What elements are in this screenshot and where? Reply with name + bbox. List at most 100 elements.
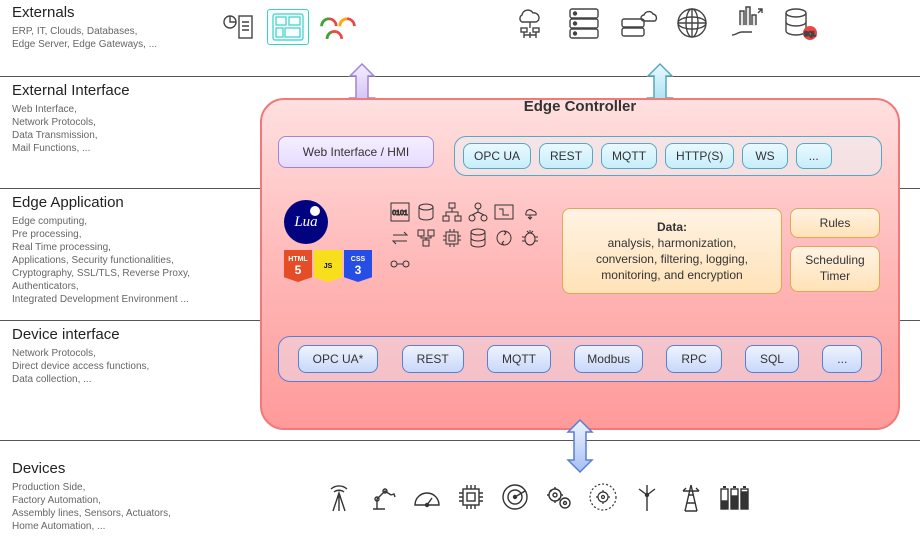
proto-label: REST — [550, 149, 582, 163]
proto-label: WS — [755, 149, 774, 163]
meter-icon — [410, 480, 444, 514]
layer-title: Device interface — [12, 326, 202, 343]
layer-title: Externals — [12, 4, 202, 21]
batteries-icon — [718, 480, 752, 514]
cpu-icon — [454, 480, 488, 514]
layer-title: Devices — [12, 460, 202, 477]
edge-controller-panel: Edge Controller Web Interface / HMI OPC … — [260, 98, 900, 430]
layer-externals: Externals ERP, IT, Clouds, Databases, Ed… — [12, 4, 202, 51]
rules-box: Rules — [790, 208, 880, 238]
server-rack-icon — [564, 6, 604, 40]
proto-label: OPC UA* — [313, 352, 364, 366]
css3-badge: CSS3 — [344, 250, 372, 282]
html5-badge: HTML5 — [284, 250, 312, 282]
power-tower-icon — [674, 480, 708, 514]
arrow-controller-to-devices — [560, 418, 594, 466]
dproto-mqtt: MQTT — [487, 345, 551, 373]
dproto-rpc: RPC — [666, 345, 721, 373]
cloud-network-icon — [510, 6, 550, 40]
layer-desc: Network Protocols, Direct device access … — [12, 347, 202, 386]
dashboard-icon — [268, 10, 308, 44]
app-icon-cluster: 0101 — [388, 200, 548, 276]
proto-opcua: OPC UA — [463, 143, 531, 169]
proto-label: HTTP(S) — [676, 149, 723, 163]
divider-4 — [0, 440, 920, 441]
proto-label: OPC UA — [474, 149, 520, 163]
flow-icon — [492, 200, 516, 224]
badge-label: JS — [324, 263, 333, 270]
dproto-sql: SQL — [745, 345, 799, 373]
js-badge: JS — [314, 250, 342, 282]
piechart-report-icon — [218, 10, 258, 44]
proto-mqtt: MQTT — [601, 143, 657, 169]
layer-ext-if: External Interface Web Interface, Networ… — [12, 82, 202, 155]
data-box: Data: analysis, harmonization, conversio… — [562, 208, 782, 294]
dproto-more: ... — [822, 345, 862, 373]
layer-desc: ERP, IT, Clouds, Databases, Edge Server,… — [12, 25, 202, 51]
dev-protocol-group: OPC UA* REST MQTT Modbus RPC SQL ... — [278, 336, 882, 382]
externals-icons-left — [218, 10, 358, 44]
proto-label: MQTT — [612, 149, 646, 163]
proto-ws: WS — [742, 143, 787, 169]
binary-icon: 0101 — [388, 200, 412, 224]
data-title: Data: — [657, 219, 687, 235]
layer-desc: Edge computing, Pre processing, Real Tim… — [12, 215, 202, 306]
proto-label: ... — [837, 352, 847, 366]
db-icon — [466, 226, 490, 250]
lua-label: Lua — [294, 214, 317, 231]
layer-title: Edge Application — [12, 194, 202, 211]
proto-label: Modbus — [587, 352, 630, 366]
pipeline-icon — [388, 252, 412, 276]
database-sql-icon: SQL — [780, 6, 820, 40]
hierarchy-icon — [414, 226, 438, 250]
dproto-rest: REST — [402, 345, 464, 373]
layer-device-if: Device interface Network Protocols, Dire… — [12, 326, 202, 386]
analytics-hand-icon — [726, 6, 766, 40]
proto-rest: REST — [539, 143, 593, 169]
badge-label: CSS — [351, 256, 365, 263]
proto-label: ... — [809, 149, 819, 163]
wind-turbine-icon — [630, 480, 664, 514]
proto-more: ... — [796, 143, 832, 169]
ext-protocol-group: OPC UA REST MQTT HTTP(S) WS ... — [454, 136, 882, 176]
gauges-icon — [318, 10, 358, 44]
antenna-icon — [322, 480, 356, 514]
web-hmi-box: Web Interface / HMI — [278, 136, 434, 168]
tech-badges: Lua HTML5 JS CSS3 — [284, 200, 372, 282]
sched-box: Scheduling Timer — [790, 246, 880, 292]
proto-label: REST — [417, 352, 449, 366]
data-body: analysis, harmonization, conversion, fil… — [596, 235, 748, 284]
globe-grid-icon — [672, 6, 712, 40]
proto-https: HTTP(S) — [665, 143, 734, 169]
cogs-icon — [542, 480, 576, 514]
server-cloud-icon — [618, 6, 658, 40]
proto-label: MQTT — [502, 352, 536, 366]
svg-text:0101: 0101 — [392, 210, 408, 217]
proto-label: RPC — [681, 352, 706, 366]
cycle-icon — [492, 226, 516, 250]
radar-icon — [498, 480, 532, 514]
org-icon — [466, 200, 490, 224]
cog-badge-icon — [586, 480, 620, 514]
layer-edge-app: Edge Application Edge computing, Pre pro… — [12, 194, 202, 306]
cloud-sync-icon — [518, 200, 542, 224]
proto-label: SQL — [760, 352, 784, 366]
device-icons-row — [322, 480, 752, 514]
web-hmi-label: Web Interface / HMI — [303, 145, 409, 159]
layer-desc: Production Side, Factory Automation, Ass… — [12, 481, 202, 533]
externals-icons-right: SQL — [510, 6, 820, 40]
tree-icon — [440, 200, 464, 224]
layer-desc: Web Interface, Network Protocols, Data T… — [12, 103, 202, 155]
divider-1 — [0, 76, 920, 77]
dproto-modbus: Modbus — [574, 345, 643, 373]
stack-icon — [414, 200, 438, 224]
bug-icon — [518, 226, 542, 250]
svg-text:SQL: SQL — [804, 32, 817, 38]
arrows-icon — [388, 226, 412, 250]
layer-devices: Devices Production Side, Factory Automat… — [12, 460, 202, 533]
layer-title: External Interface — [12, 82, 202, 99]
panel-title: Edge Controller — [262, 98, 898, 115]
lua-badge: Lua — [284, 200, 328, 244]
chip-icon — [440, 226, 464, 250]
badge-label: HTML — [288, 256, 307, 263]
